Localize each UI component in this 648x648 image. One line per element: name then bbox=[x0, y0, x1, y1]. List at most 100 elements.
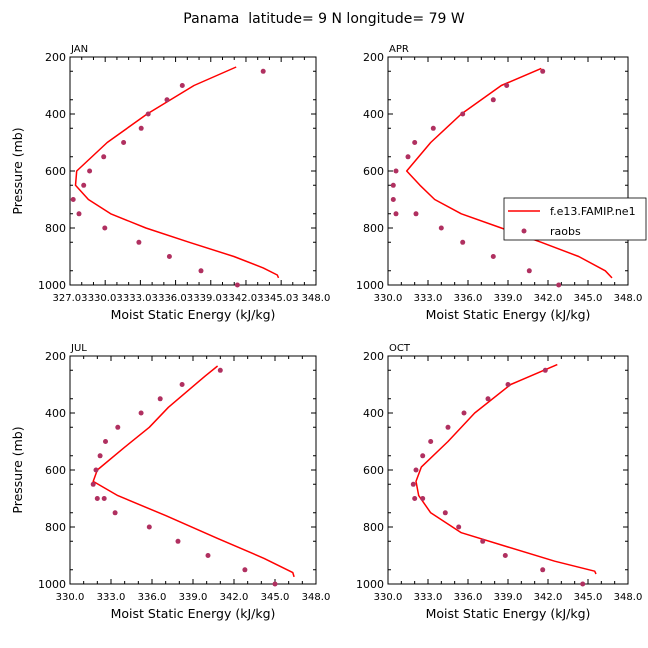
legend-box bbox=[503, 197, 647, 241]
raobs-point-oct bbox=[542, 367, 548, 373]
y-tick-label-oct: 800 bbox=[363, 521, 384, 534]
y-tick-label-jan: 400 bbox=[45, 108, 66, 121]
raobs-point-jul bbox=[94, 496, 100, 501]
raobs-point-oct bbox=[480, 538, 486, 544]
raobs-point-oct bbox=[502, 553, 508, 558]
raobs-point-oct bbox=[485, 396, 491, 402]
x-tick-label-jan: 348.0 bbox=[302, 293, 331, 304]
raobs-point-apr bbox=[460, 239, 466, 245]
y-axis-title-jan: Pressure (mb) bbox=[10, 127, 25, 214]
x-tick-label-apr: 348.0 bbox=[614, 293, 643, 304]
raobs-point-apr bbox=[490, 97, 496, 103]
raobs-point-oct bbox=[412, 496, 418, 501]
plot-frame-jan bbox=[69, 56, 317, 286]
model-line-jul bbox=[92, 365, 295, 578]
raobs-point-jan bbox=[164, 97, 170, 103]
raobs-point-jul bbox=[90, 481, 96, 487]
raobs-point-jan bbox=[179, 83, 185, 88]
panel-oct: OCT 330.0 333.0 336.0 339.0 342.0 345.0 348.0 20… bbox=[356, 343, 642, 621]
x-tick-label-jan: 333.03 bbox=[123, 293, 158, 304]
panel-jul: JUL 330.0 333.0 336.0 339.0 342.0 345.0 348.0 20… bbox=[10, 343, 330, 621]
y-tick-label-jan: 800 bbox=[45, 222, 66, 235]
x-tick-label-jul: 342.0 bbox=[220, 592, 249, 603]
raobs-point-jul bbox=[103, 439, 108, 444]
y-tick-label-jan: 600 bbox=[45, 165, 66, 178]
raobs-point-apr bbox=[405, 154, 411, 160]
raobs-point-jul bbox=[272, 581, 278, 587]
y-tick-label-apr: 600 bbox=[363, 165, 384, 178]
raobs-point-jan bbox=[138, 125, 144, 131]
raobs-point-apr bbox=[438, 225, 444, 231]
raobs-point-apr bbox=[413, 211, 419, 217]
legend-obs-marker bbox=[521, 228, 527, 234]
raobs-point-jan bbox=[166, 254, 172, 259]
raobs-point-oct bbox=[580, 581, 586, 587]
y-tick-label-jul: 1000 bbox=[38, 578, 66, 591]
raobs-point-jul bbox=[101, 496, 107, 501]
legend: f.e13.FAMIP.ne1 raobs bbox=[503, 197, 647, 241]
x-tick-label-jul: 336.0 bbox=[138, 592, 167, 603]
raobs-point-apr bbox=[460, 111, 466, 117]
raobs-point-oct bbox=[413, 467, 419, 473]
raobs-point-jul bbox=[175, 538, 181, 544]
raobs-point-oct bbox=[420, 453, 426, 459]
x-tick-label-jan: 336.03 bbox=[158, 293, 193, 304]
x-axis-title-oct: Moist Static Energy (kJ/kg) bbox=[426, 606, 591, 621]
x-axis-title-jan: Moist Static Energy (kJ/kg) bbox=[111, 307, 276, 322]
raobs-point-jul bbox=[157, 396, 163, 402]
raobs-point-jan bbox=[121, 140, 127, 145]
x-tick-label-jul: 348.0 bbox=[302, 592, 331, 603]
raobs-point-jan bbox=[101, 154, 107, 160]
raobs-point-oct bbox=[410, 481, 416, 487]
x-tick-label-jan: 327.03 bbox=[53, 293, 88, 304]
x-tick-label-apr: 339.0 bbox=[494, 293, 523, 304]
x-tick-label-jul: 330.0 bbox=[56, 592, 85, 603]
raobs-point-apr bbox=[526, 268, 532, 274]
y-tick-label-oct: 600 bbox=[363, 464, 384, 477]
raobs-point-apr bbox=[393, 168, 399, 174]
raobs-point-jan bbox=[70, 197, 76, 202]
x-tick-label-apr: 333.0 bbox=[414, 293, 443, 304]
raobs-point-jul bbox=[242, 567, 248, 573]
model-line-apr bbox=[405, 67, 613, 279]
raobs-point-oct bbox=[420, 496, 426, 501]
plot-frame-oct bbox=[387, 355, 629, 585]
raobs-point-oct bbox=[461, 410, 467, 416]
y-tick-label-apr: 1000 bbox=[356, 279, 384, 292]
legend-model-label: f.e13.FAMIP.ne1 bbox=[550, 205, 636, 218]
raobs-point-jul bbox=[217, 367, 223, 373]
raobs-point-jan bbox=[81, 182, 87, 188]
raobs-point-jul bbox=[115, 424, 121, 430]
raobs-point-jul bbox=[97, 453, 103, 459]
x-tick-label-apr: 336.0 bbox=[454, 293, 483, 304]
x-tick-label-oct: 339.0 bbox=[494, 592, 523, 603]
plot-frame-jul bbox=[69, 355, 317, 585]
x-tick-label-oct: 345.0 bbox=[574, 592, 603, 603]
raobs-point-oct bbox=[540, 567, 546, 573]
raobs-point-jan bbox=[198, 268, 204, 274]
y-tick-label-oct: 400 bbox=[363, 407, 384, 420]
raobs-point-jan bbox=[102, 225, 108, 231]
x-tick-label-oct: 348.0 bbox=[614, 592, 643, 603]
raobs-point-jul bbox=[146, 524, 152, 530]
x-tick-label-apr: 342.0 bbox=[534, 293, 563, 304]
raobs-point-apr bbox=[504, 83, 510, 88]
x-tick-label-oct: 333.0 bbox=[414, 592, 443, 603]
raobs-point-oct bbox=[442, 510, 448, 516]
x-tick-label-jan: 345.03 bbox=[264, 293, 299, 304]
panel-label-jul: JUL bbox=[70, 343, 87, 354]
raobs-point-apr bbox=[390, 182, 396, 188]
y-tick-label-jan: 200 bbox=[45, 51, 66, 64]
model-line-jan bbox=[74, 66, 280, 279]
raobs-point-jul bbox=[138, 410, 144, 416]
x-tick-label-jul: 339.0 bbox=[179, 592, 208, 603]
raobs-point-jan bbox=[136, 239, 142, 245]
raobs-point-jan bbox=[145, 111, 151, 117]
x-tick-label-apr: 345.0 bbox=[574, 293, 603, 304]
raobs-point-jul bbox=[179, 382, 185, 387]
x-tick-label-jul: 345.0 bbox=[261, 592, 290, 603]
x-tick-label-oct: 342.0 bbox=[534, 592, 563, 603]
y-tick-label-oct: 1000 bbox=[356, 578, 384, 591]
raobs-point-apr bbox=[393, 211, 399, 217]
